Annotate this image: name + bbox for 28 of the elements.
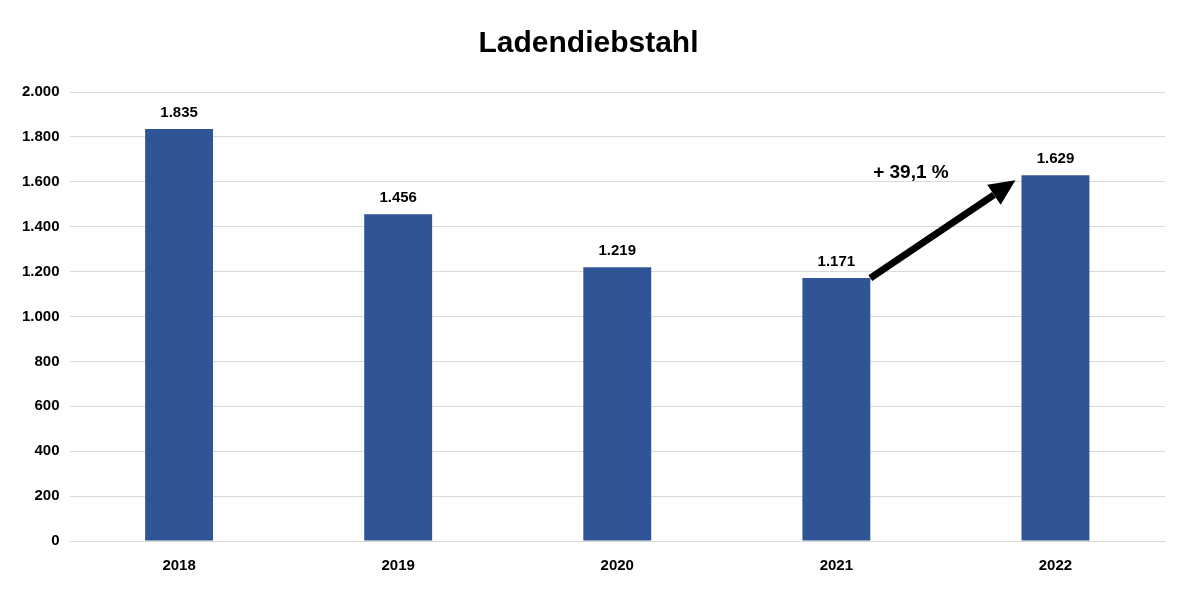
- x-tick-label: 2018: [162, 556, 196, 574]
- y-tick-label: 2.000: [21, 82, 60, 100]
- bar: [1021, 175, 1090, 541]
- annotation: + 39,1 %: [873, 160, 949, 182]
- y-tick-label: 1.600: [21, 171, 60, 189]
- y-tick-label: 1.800: [21, 127, 60, 145]
- x-tick-label: 2019: [381, 556, 415, 574]
- x-tick-label: 2021: [819, 556, 854, 574]
- data-label: 1.629: [1036, 148, 1075, 166]
- bar: [583, 267, 652, 541]
- x-tick-label: 2020: [600, 556, 634, 574]
- data-label: 1.835: [160, 102, 198, 120]
- y-tick-label: 1.400: [21, 216, 60, 234]
- data-label: 1.456: [379, 187, 417, 205]
- x-tick-label: 2022: [1038, 556, 1073, 574]
- data-label: 1.219: [598, 240, 637, 258]
- y-tick-label: 600: [34, 396, 60, 414]
- bar: [802, 278, 871, 541]
- bar: [145, 129, 214, 541]
- y-tick-label: 800: [34, 351, 60, 369]
- bar: [364, 214, 433, 541]
- y-tick-label: 400: [34, 441, 60, 459]
- y-tick-label: 0: [51, 531, 60, 549]
- data-label: 1.171: [817, 251, 856, 269]
- y-tick-label: 1.000: [21, 306, 60, 324]
- chart-title: Ladendiebstahl: [478, 25, 699, 59]
- y-tick-label: 1.200: [21, 261, 60, 279]
- y-tick-label: 200: [34, 486, 60, 504]
